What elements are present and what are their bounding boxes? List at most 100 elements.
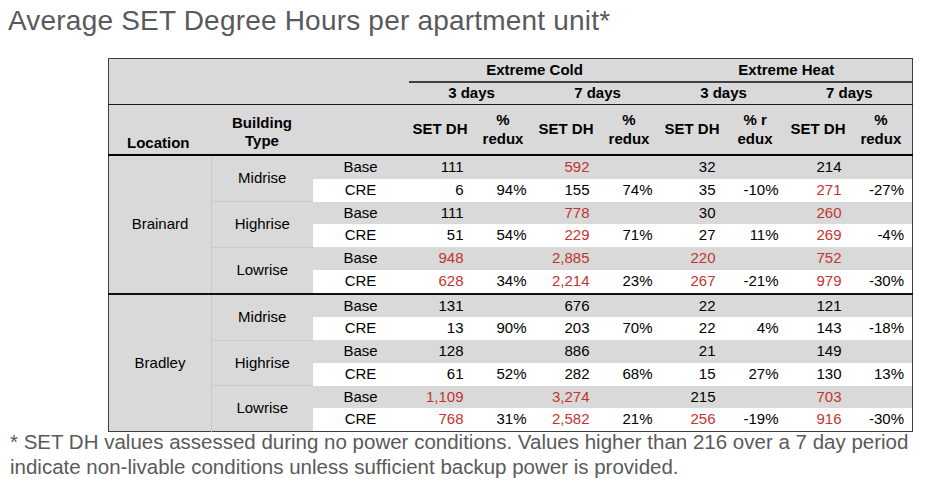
scenario-cell: CRE bbox=[313, 179, 409, 202]
value-cell bbox=[724, 340, 787, 363]
set-degree-hours-table: Extreme Cold Extreme Heat 3 days 7 days … bbox=[108, 58, 913, 432]
value-cell: 90% bbox=[472, 317, 535, 340]
value-cell: 11% bbox=[724, 224, 787, 247]
value-cell: 260 bbox=[787, 202, 850, 225]
value-cell: 2,214 bbox=[535, 270, 598, 294]
period-heat-3days: 3 days bbox=[661, 82, 787, 105]
value-cell: 628 bbox=[409, 270, 472, 294]
value-cell bbox=[850, 340, 913, 363]
value-cell bbox=[850, 386, 913, 409]
value-cell: 271 bbox=[787, 179, 850, 202]
value-cell: 592 bbox=[535, 155, 598, 179]
table-row: Bradley Midrise Base 131 676 22 121 bbox=[109, 294, 913, 318]
header-setdh-heat7: SET DH bbox=[787, 105, 850, 156]
value-cell bbox=[472, 202, 535, 225]
building-type-cell: Midrise bbox=[212, 155, 313, 202]
header-setdh-heat3: SET DH bbox=[661, 105, 724, 156]
value-cell: 778 bbox=[535, 202, 598, 225]
value-cell: 3,274 bbox=[535, 386, 598, 409]
value-cell: 121 bbox=[787, 294, 850, 318]
value-cell: 13 bbox=[409, 317, 472, 340]
value-cell: 22 bbox=[661, 317, 724, 340]
value-cell bbox=[598, 386, 661, 409]
value-cell: 61 bbox=[409, 363, 472, 386]
value-cell: -30% bbox=[850, 408, 913, 431]
value-cell bbox=[598, 202, 661, 225]
building-type-cell: Lowrise bbox=[212, 386, 313, 432]
value-cell: 916 bbox=[787, 408, 850, 431]
header-row-groups: Extreme Cold Extreme Heat bbox=[109, 59, 913, 83]
value-cell: 229 bbox=[535, 224, 598, 247]
value-cell: 51 bbox=[409, 224, 472, 247]
value-cell: 215 bbox=[661, 386, 724, 409]
value-cell bbox=[724, 247, 787, 270]
col-group-extreme-cold: Extreme Cold bbox=[409, 59, 661, 83]
scenario-cell: CRE bbox=[313, 363, 409, 386]
header-location: Location bbox=[109, 105, 212, 156]
value-cell bbox=[472, 340, 535, 363]
scenario-cell: Base bbox=[313, 294, 409, 318]
value-cell bbox=[598, 155, 661, 179]
value-cell: -10% bbox=[724, 179, 787, 202]
value-cell: 131 bbox=[409, 294, 472, 318]
building-type-cell: Midrise bbox=[212, 294, 313, 341]
header-corner bbox=[109, 59, 409, 83]
value-cell bbox=[724, 155, 787, 179]
table-row: Brainard Midrise Base 111 592 32 214 bbox=[109, 155, 913, 179]
value-cell: 130 bbox=[787, 363, 850, 386]
header-scenario bbox=[313, 105, 409, 156]
value-cell: 4% bbox=[724, 317, 787, 340]
value-cell bbox=[850, 202, 913, 225]
page: Average SET Degree Hours per apartment u… bbox=[0, 0, 952, 498]
value-cell: 203 bbox=[535, 317, 598, 340]
header-redux-cold3: % redux bbox=[472, 105, 535, 156]
location-cell: Brainard bbox=[109, 155, 212, 294]
header-setdh-cold3: SET DH bbox=[409, 105, 472, 156]
table-row: Lowrise Base 1,109 3,274 215 703 bbox=[109, 386, 913, 409]
table-row: Highrise Base 128 886 21 149 bbox=[109, 340, 913, 363]
value-cell: 256 bbox=[661, 408, 724, 431]
value-cell: 6 bbox=[409, 179, 472, 202]
value-cell: 2,582 bbox=[535, 408, 598, 431]
value-cell: 30 bbox=[661, 202, 724, 225]
value-cell: 27 bbox=[661, 224, 724, 247]
value-cell bbox=[724, 294, 787, 318]
value-cell bbox=[598, 340, 661, 363]
header-row-periods: 3 days 7 days 3 days 7 days bbox=[109, 82, 913, 105]
value-cell: 128 bbox=[409, 340, 472, 363]
scenario-cell: CRE bbox=[313, 224, 409, 247]
value-cell: 768 bbox=[409, 408, 472, 431]
value-cell: -21% bbox=[724, 270, 787, 294]
header-corner bbox=[109, 82, 409, 105]
value-cell: 948 bbox=[409, 247, 472, 270]
table-row: Lowrise Base 948 2,885 220 752 bbox=[109, 247, 913, 270]
value-cell: 282 bbox=[535, 363, 598, 386]
value-cell: 886 bbox=[535, 340, 598, 363]
value-cell: -18% bbox=[850, 317, 913, 340]
value-cell: 52% bbox=[472, 363, 535, 386]
scenario-cell: Base bbox=[313, 202, 409, 225]
value-cell: -30% bbox=[850, 270, 913, 294]
scenario-cell: CRE bbox=[313, 408, 409, 431]
value-cell: 2,885 bbox=[535, 247, 598, 270]
value-cell bbox=[850, 155, 913, 179]
value-cell: -4% bbox=[850, 224, 913, 247]
footnote: * SET DH values assessed during no power… bbox=[10, 429, 936, 480]
value-cell: 269 bbox=[787, 224, 850, 247]
value-cell bbox=[724, 386, 787, 409]
value-cell: 54% bbox=[472, 224, 535, 247]
scenario-cell: Base bbox=[313, 155, 409, 179]
value-cell: 267 bbox=[661, 270, 724, 294]
value-cell: 15 bbox=[661, 363, 724, 386]
value-cell: -27% bbox=[850, 179, 913, 202]
value-cell: 1,109 bbox=[409, 386, 472, 409]
value-cell bbox=[598, 294, 661, 318]
value-cell: 68% bbox=[598, 363, 661, 386]
building-type-cell: Lowrise bbox=[212, 247, 313, 294]
value-cell: 94% bbox=[472, 179, 535, 202]
value-cell: 111 bbox=[409, 202, 472, 225]
period-cold-7days: 7 days bbox=[535, 82, 661, 105]
period-heat-7days: 7 days bbox=[787, 82, 913, 105]
value-cell: 143 bbox=[787, 317, 850, 340]
value-cell: -19% bbox=[724, 408, 787, 431]
